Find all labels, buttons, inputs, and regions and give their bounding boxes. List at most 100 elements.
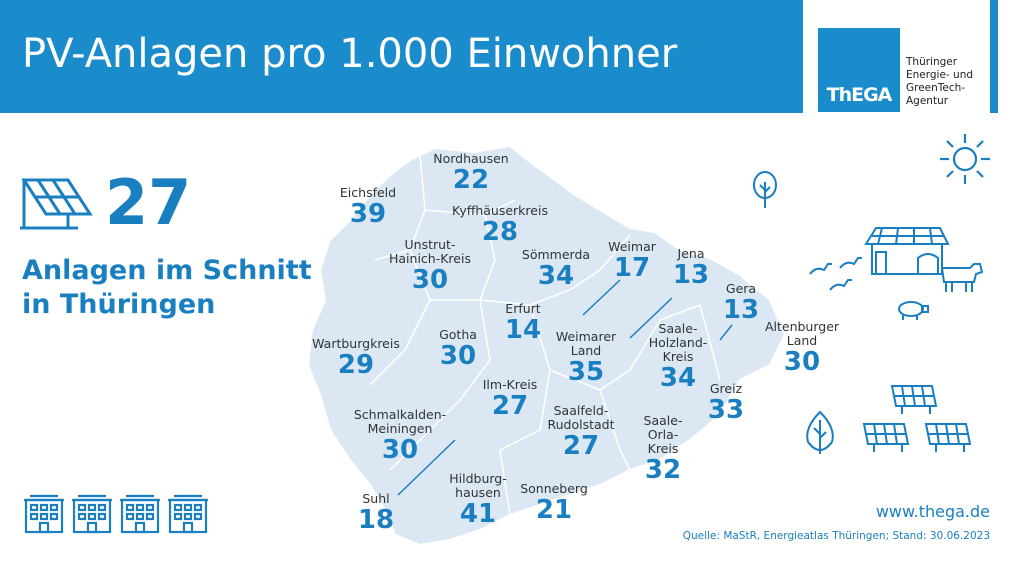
district-value: 27 — [562, 431, 600, 461]
district-erfurt: Erfurt 14 — [496, 301, 550, 345]
district-value: 14 — [504, 315, 542, 345]
header-bar: PV-Anlagen pro 1.000 Einwohner — [0, 0, 803, 113]
district-name: Saale- — [643, 413, 683, 428]
district-kyffhaeuserkreis: Kyffhäuserkreis 28 — [445, 204, 555, 247]
logo-desc-line: Thüringer — [906, 56, 958, 68]
district-eichsfeld: Eichsfeld 39 — [330, 185, 406, 229]
header-accent-line — [990, 0, 998, 113]
district-unstrut-hainich: Unstrut- Hainich-Kreis 30 — [383, 237, 477, 295]
district-name: Saale- — [658, 321, 698, 336]
district-name: hausen — [455, 485, 501, 500]
district-name: Meiningen — [367, 421, 433, 436]
thuringia-map — [306, 144, 787, 547]
district-value: 18 — [357, 505, 395, 535]
district-saalfeld-rudolstadt: Saalfeld- Rudolstadt 27 — [538, 404, 624, 461]
logo-desc-line: Energie- und — [906, 69, 974, 81]
logo-description: Thüringer Energie- und GreenTech- Agentu… — [906, 56, 973, 108]
solar-panel-icon — [20, 178, 93, 230]
page-title: PV-Anlagen pro 1.000 Einwohner — [22, 31, 678, 77]
district-value: 13 — [672, 260, 710, 290]
district-jena: Jena 13 — [668, 246, 714, 290]
district-borders — [369, 154, 721, 516]
district-name: Unstrut- — [404, 237, 456, 252]
district-schmalkalden-meiningen: Schmalkalden- Meiningen 30 — [348, 407, 452, 465]
district-name: Wartburgkreis — [312, 336, 400, 351]
district-gera: Gera 13 — [718, 282, 764, 325]
district-name: Nordhausen — [433, 151, 509, 166]
district-name: Eichsfeld — [339, 185, 397, 200]
gera-leader-line — [719, 324, 733, 341]
district-weimarer-land: Weimarer Land 35 — [548, 329, 624, 387]
district-name: Orla- — [647, 427, 679, 442]
map-shape — [306, 144, 787, 547]
district-name: Land — [570, 343, 602, 358]
district-name: Jena — [677, 246, 705, 261]
district-value: 30 — [783, 347, 821, 377]
district-name: Land — [786, 333, 818, 348]
district-value: 17 — [613, 253, 651, 283]
apartment-building-icon — [24, 494, 208, 534]
sun-icon — [940, 134, 990, 184]
jena-leader-line — [629, 297, 673, 339]
district-value: 35 — [567, 357, 605, 387]
tree-icon — [806, 410, 834, 454]
district-name: Hainich-Kreis — [389, 251, 471, 266]
district-value: 22 — [452, 165, 490, 195]
logo-desc-line: Agentur — [906, 95, 949, 107]
district-value: 13 — [722, 295, 760, 325]
district-sonneberg: Sonneberg 21 — [514, 481, 594, 525]
average-label: Anlagen im Schnitt in Thüringen — [22, 254, 312, 322]
district-value: 28 — [481, 217, 519, 247]
district-value: 30 — [381, 435, 419, 465]
district-greiz: Greiz 33 — [700, 381, 752, 425]
district-saale-holzland: Saale- Holzland- Kreis 34 — [646, 321, 710, 393]
district-name: Greiz — [709, 381, 743, 396]
suhl-leader-line — [397, 439, 456, 496]
farm-barn-icon — [864, 227, 950, 275]
average-label-line: in Thüringen — [22, 289, 216, 320]
district-name: Weimar — [608, 239, 656, 254]
district-soemmerda: Sömmerda 34 — [518, 247, 594, 291]
district-name: Erfurt — [505, 301, 541, 316]
district-value: 30 — [439, 341, 477, 371]
district-name: Kreis — [662, 349, 694, 364]
district-value: 21 — [535, 495, 573, 525]
logo-text: ThEGA — [826, 84, 893, 106]
district-value: 39 — [349, 199, 387, 229]
district-altenburger-land: Altenburger Land 30 — [760, 319, 844, 377]
district-wartburgkreis: Wartburgkreis 29 — [306, 336, 406, 380]
district-suhl: Suhl 18 — [354, 491, 398, 535]
district-name: Suhl — [362, 491, 390, 506]
thega-logo[interactable]: ThEGA — [818, 28, 900, 112]
district-value: 34 — [537, 261, 575, 291]
district-name: Rudolstadt — [547, 417, 615, 432]
district-name: Holzland- — [648, 335, 708, 350]
district-name: Schmalkalden- — [353, 407, 447, 422]
district-name: Sömmerda — [521, 247, 591, 262]
weimar-leader-line — [582, 279, 621, 316]
website-link[interactable]: www.thega.de — [875, 502, 990, 521]
district-name: Altenburger — [764, 319, 840, 334]
district-nordhausen: Nordhausen 22 — [428, 151, 514, 195]
tree-icon — [753, 171, 777, 208]
district-hildburghausen: Hildburg- hausen 41 — [440, 472, 516, 529]
district-name: Kreis — [647, 441, 679, 456]
district-saale-orla: Saale- Orla- Kreis 32 — [636, 413, 690, 485]
district-value: 29 — [337, 350, 375, 380]
district-value: 33 — [707, 395, 745, 425]
district-name: Sonneberg — [520, 481, 588, 496]
district-name: Ilm-Kreis — [482, 377, 538, 392]
average-label-line: Anlagen im Schnitt — [22, 255, 312, 286]
district-name: Gotha — [439, 327, 477, 342]
solar-field-icon — [862, 385, 972, 452]
district-value: 30 — [411, 265, 449, 295]
source-note: Quelle: MaStR, Energieatlas Thüringen; S… — [682, 530, 990, 542]
logo-desc-line: GreenTech- — [906, 82, 966, 94]
district-name: Weimarer — [555, 329, 617, 344]
pig-icon — [898, 301, 929, 320]
district-value: 32 — [644, 455, 682, 485]
goose-icon — [809, 257, 862, 291]
average-value: 27 — [105, 166, 192, 239]
cow-icon — [940, 263, 984, 292]
district-value: 34 — [659, 363, 697, 393]
